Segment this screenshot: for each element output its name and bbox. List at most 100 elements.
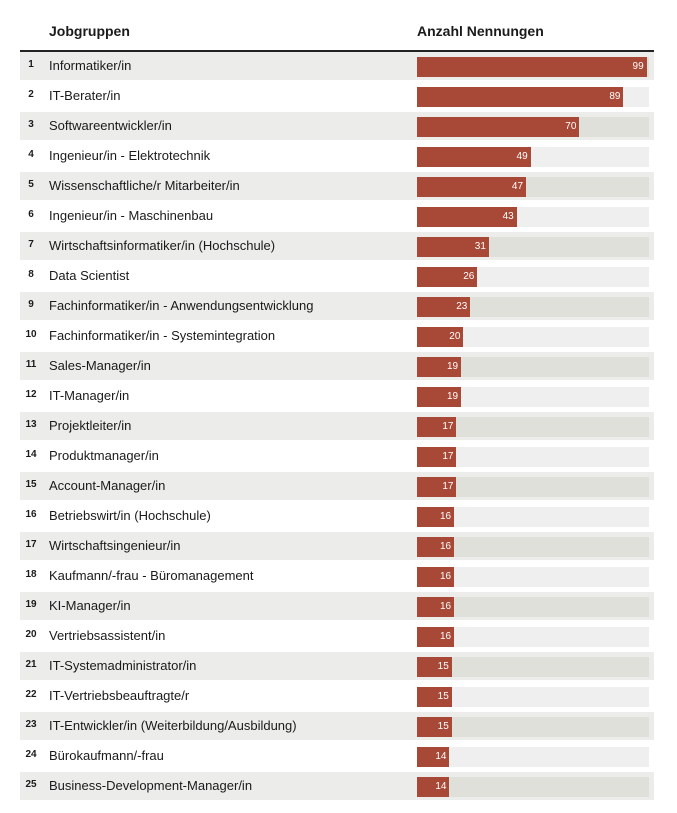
rank-number: 11 bbox=[25, 359, 37, 370]
bar: 26 bbox=[417, 267, 478, 287]
data-label: 20 bbox=[449, 331, 461, 342]
category-label: Wissenschaftliche/r Mitarbeiter/in bbox=[49, 178, 240, 193]
bar: 17 bbox=[417, 447, 457, 467]
table-row: 5 Wissenschaftliche/r Mitarbeiter/in 47 bbox=[20, 172, 654, 202]
rank-number: 7 bbox=[28, 239, 34, 250]
rank-number: 4 bbox=[28, 149, 34, 160]
bar-track: 19 bbox=[417, 387, 649, 407]
category-label: Sales-Manager/in bbox=[49, 358, 151, 373]
category-label: IT-Vertriebsbeauftragte/r bbox=[49, 688, 190, 703]
bar: 43 bbox=[417, 207, 517, 227]
table-row: 13 Projektleiter/in 17 bbox=[20, 412, 654, 442]
data-label: 23 bbox=[456, 301, 468, 312]
category-label: IT-Systemadministrator/in bbox=[49, 658, 197, 673]
category-label: IT-Entwickler/in (Weiterbildung/Ausbildu… bbox=[49, 718, 297, 733]
table-header: Jobgruppen Anzahl Nennungen bbox=[20, 20, 654, 52]
data-label: 17 bbox=[442, 451, 454, 462]
bar-track: 31 bbox=[417, 237, 649, 257]
data-label: 16 bbox=[439, 631, 452, 642]
rank-number: 21 bbox=[25, 659, 37, 670]
bar: 19 bbox=[417, 357, 462, 377]
table-row: 17 Wirtschaftsingenieur/in 16 bbox=[20, 532, 654, 562]
data-label: 19 bbox=[446, 391, 459, 402]
bar: 16 bbox=[417, 537, 455, 557]
bar-track: 99 bbox=[417, 57, 649, 77]
data-label: 15 bbox=[437, 721, 449, 732]
bar: 16 bbox=[417, 507, 455, 527]
bar: 19 bbox=[417, 387, 462, 407]
rank-number: 15 bbox=[25, 479, 37, 490]
bar-track: 16 bbox=[417, 627, 649, 647]
data-label: 16 bbox=[439, 511, 452, 522]
bar-track: 43 bbox=[417, 207, 649, 227]
category-label: Bürokaufmann/-frau bbox=[49, 748, 164, 763]
rank-number: 13 bbox=[25, 419, 37, 430]
bar: 31 bbox=[417, 237, 489, 257]
rank-number: 1 bbox=[28, 59, 34, 70]
bar-track: 17 bbox=[417, 477, 649, 497]
category-label: Produktmanager/in bbox=[49, 448, 159, 463]
bar: 16 bbox=[417, 627, 455, 647]
bar-track: 19 bbox=[417, 357, 649, 377]
bar: 89 bbox=[417, 87, 624, 107]
table-row: 20 Vertriebsassistent/in 16 bbox=[20, 622, 654, 652]
table-row: 7 Wirtschaftsinformatiker/in (Hochschule)… bbox=[20, 232, 654, 262]
bar: 16 bbox=[417, 597, 455, 617]
rank-number: 9 bbox=[28, 299, 34, 310]
bar-track: 14 bbox=[417, 747, 649, 767]
column-header-jobgruppen: Jobgruppen bbox=[49, 23, 130, 39]
bar-track: 16 bbox=[417, 537, 649, 557]
data-label: 15 bbox=[437, 691, 449, 702]
table-row: 24 Bürokaufmann/-frau 14 bbox=[20, 742, 654, 772]
bar: 70 bbox=[417, 117, 580, 137]
table-row: 15 Account-Manager/in 17 bbox=[20, 472, 654, 502]
bar-track: 20 bbox=[417, 327, 649, 347]
table-row: 3 Softwareentwickler/in 70 bbox=[20, 112, 654, 142]
bar-track: 23 bbox=[417, 297, 649, 317]
category-label: Betriebswirt/in (Hochschule) bbox=[49, 508, 211, 523]
bar-chart-rows: 1 Informatiker/in 99 2 IT-Berater/in 89 3 Softw… bbox=[20, 52, 654, 802]
rank-number: 25 bbox=[25, 779, 37, 790]
category-label: Ingenieur/in - Elektrotechnik bbox=[49, 148, 211, 163]
category-label: Fachinformatiker/in - Anwendungsentwickl… bbox=[49, 298, 314, 313]
data-label: 47 bbox=[511, 181, 524, 192]
table-row: 2 IT-Berater/in 89 bbox=[20, 82, 654, 112]
rank-number: 20 bbox=[25, 629, 37, 640]
bar-track: 89 bbox=[417, 87, 649, 107]
rank-number: 3 bbox=[28, 119, 34, 130]
data-label: 43 bbox=[502, 211, 514, 222]
table-row: 6 Ingenieur/in - Maschinenbau 43 bbox=[20, 202, 654, 232]
category-label: Wirtschaftsingenieur/in bbox=[49, 538, 181, 553]
category-label: Business-Development-Manager/in bbox=[49, 778, 253, 793]
rank-number: 10 bbox=[25, 329, 37, 340]
category-label: Softwareentwickler/in bbox=[49, 118, 172, 133]
bar: 15 bbox=[417, 717, 452, 737]
table-row: 18 Kaufmann/-frau - Büromanagement 16 bbox=[20, 562, 654, 592]
rank-number: 17 bbox=[25, 539, 37, 550]
bar: 99 bbox=[417, 57, 647, 77]
data-label: 17 bbox=[442, 481, 454, 492]
category-label: Vertriebsassistent/in bbox=[49, 628, 166, 643]
bar-track: 15 bbox=[417, 657, 649, 677]
bar-track: 16 bbox=[417, 597, 649, 617]
bar-track: 47 bbox=[417, 177, 649, 197]
bar-track: 15 bbox=[417, 717, 649, 737]
data-label: 31 bbox=[474, 241, 486, 252]
bar-track: 17 bbox=[417, 447, 649, 467]
category-label: IT-Manager/in bbox=[49, 388, 130, 403]
table-row: 8 Data Scientist 26 bbox=[20, 262, 654, 292]
rank-number: 12 bbox=[25, 389, 37, 400]
bar-track: 16 bbox=[417, 567, 649, 587]
table-row: 11 Sales-Manager/in 19 bbox=[20, 352, 654, 382]
column-header-anzahl-nennungen: Anzahl Nennungen bbox=[417, 23, 544, 39]
category-label: Kaufmann/-frau - Büromanagement bbox=[49, 568, 254, 583]
rank-number: 2 bbox=[28, 89, 34, 100]
table-row: 19 KI-Manager/in 16 bbox=[20, 592, 654, 622]
data-label: 15 bbox=[437, 661, 449, 672]
data-label: 19 bbox=[446, 361, 459, 372]
table-row: 23 IT-Entwickler/in (Weiterbildung/Ausbil… bbox=[20, 712, 654, 742]
table-row: 14 Produktmanager/in 17 bbox=[20, 442, 654, 472]
bar: 20 bbox=[417, 327, 464, 347]
data-label: 17 bbox=[442, 421, 454, 432]
category-label: Projektleiter/in bbox=[49, 418, 132, 433]
